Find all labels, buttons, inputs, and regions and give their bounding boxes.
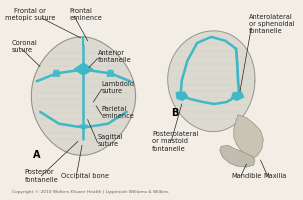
Polygon shape [74,63,93,75]
Polygon shape [107,70,114,76]
Text: Maxilla: Maxilla [263,173,287,179]
Polygon shape [220,145,255,167]
Text: Anterolateral
or sphenoidal
fontanelle: Anterolateral or sphenoidal fontanelle [249,14,295,34]
Polygon shape [31,37,135,155]
Polygon shape [53,70,60,76]
Polygon shape [79,125,87,130]
Polygon shape [176,92,188,100]
Text: Lambdoid
suture: Lambdoid suture [102,81,135,94]
Text: Coronal
suture: Coronal suture [12,40,38,53]
Text: Occipital bone: Occipital bone [61,173,109,179]
Polygon shape [234,115,263,159]
Text: A: A [33,150,40,160]
Text: Frontal
eminence: Frontal eminence [69,8,102,21]
Text: Copyright © 2010 Wolters Kluwer Health | Lippincott Williams & Wilkins: Copyright © 2010 Wolters Kluwer Health |… [12,190,168,194]
Text: Anterior
fontanelle: Anterior fontanelle [98,50,131,63]
Text: Frontal or
metopic suture: Frontal or metopic suture [5,8,55,21]
Polygon shape [168,31,255,132]
Text: Mandible: Mandible [231,173,261,179]
Polygon shape [232,92,244,100]
Text: Posterior
fontanelle: Posterior fontanelle [25,169,58,183]
Text: B: B [171,108,178,118]
Text: Posterolateral
or mastoid
fontanelle: Posterolateral or mastoid fontanelle [152,131,199,152]
Text: Parietal
eminence: Parietal eminence [102,106,135,119]
Text: Sagittal
suture: Sagittal suture [98,134,123,147]
